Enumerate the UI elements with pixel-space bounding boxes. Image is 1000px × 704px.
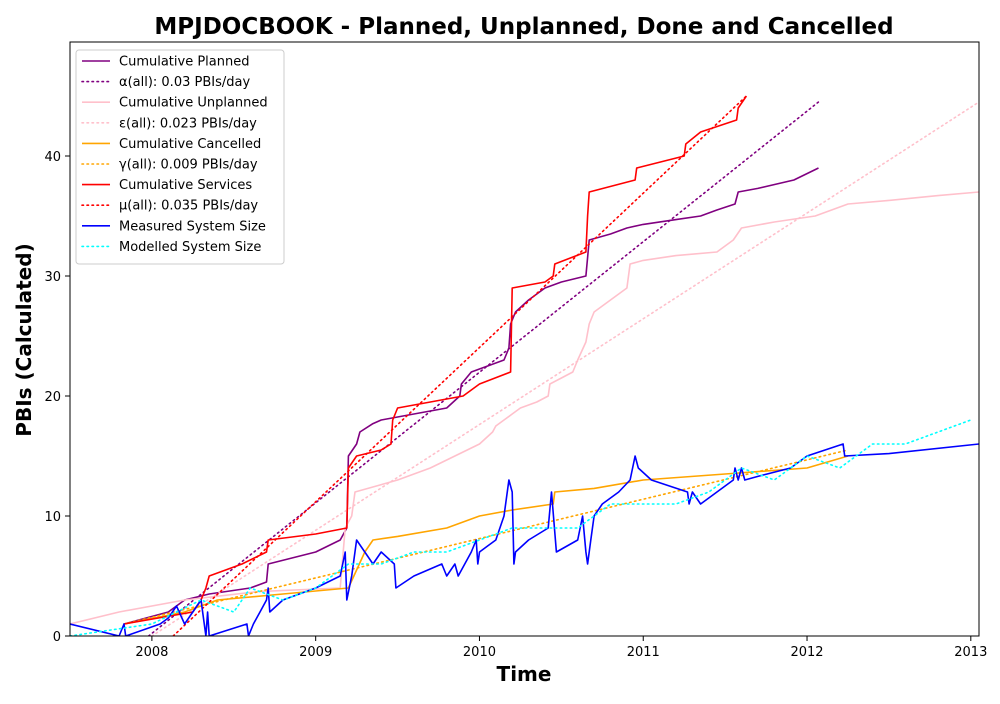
series-10-legend-label: Modelled System Size <box>119 240 261 255</box>
y-axis-label: PBIs (Calculated) <box>12 243 36 436</box>
series-6-legend-label: γ(all): 0.009 PBIs/day <box>119 158 258 173</box>
y-axis-ticks: 0 10 20 30 40 <box>44 150 70 645</box>
series-3-line <box>70 191 979 625</box>
y-tick-label: 10 <box>44 510 61 525</box>
series-9-line <box>70 443 979 636</box>
x-tick-label: 2013 <box>954 645 987 660</box>
x-tick-label: 2012 <box>790 645 823 660</box>
series-10-line <box>70 419 972 636</box>
x-axis-ticks: 2008 2009 2010 2011 2012 2013 <box>135 636 987 660</box>
plot-frame <box>69 41 980 637</box>
series-4-legend-label: ε(all): 0.023 PBIs/day <box>119 116 257 131</box>
x-tick-label: 2008 <box>135 645 168 660</box>
series-5-line <box>123 455 849 625</box>
chart-title: MPJDOCBOOK - Planned, Unplanned, Done an… <box>154 14 893 40</box>
series-8-line <box>172 95 748 636</box>
series-7-legend-label: Cumulative Services <box>119 178 252 193</box>
x-axis-label: Time <box>497 662 552 686</box>
series-1-line <box>123 167 819 625</box>
series-2-legend-label: α(all): 0.03 PBIs/day <box>119 75 250 90</box>
x-tick-label: 2010 <box>463 645 496 660</box>
y-tick-label: 0 <box>53 630 61 645</box>
series-5-legend-label: Cumulative Cancelled <box>119 137 261 152</box>
series-8-legend-label: μ(all): 0.035 PBIs/day <box>119 199 258 214</box>
y-tick-label: 30 <box>44 270 61 285</box>
x-tick-label: 2009 <box>299 645 332 660</box>
series-1-legend-label: Cumulative Planned <box>119 55 249 70</box>
series-9-legend-label: Measured System Size <box>119 219 266 234</box>
series-7-line <box>123 95 748 625</box>
x-tick-label: 2011 <box>627 645 660 660</box>
legend: Cumulative Planned α(all): 0.03 PBIs/day C… <box>75 49 285 265</box>
y-tick-label: 20 <box>44 390 61 405</box>
series-3-legend-label: Cumulative Unplanned <box>119 96 268 111</box>
y-tick-label: 40 <box>44 150 61 165</box>
legend-box <box>75 49 285 265</box>
series-4-line <box>151 101 979 636</box>
plot-series <box>70 95 979 636</box>
